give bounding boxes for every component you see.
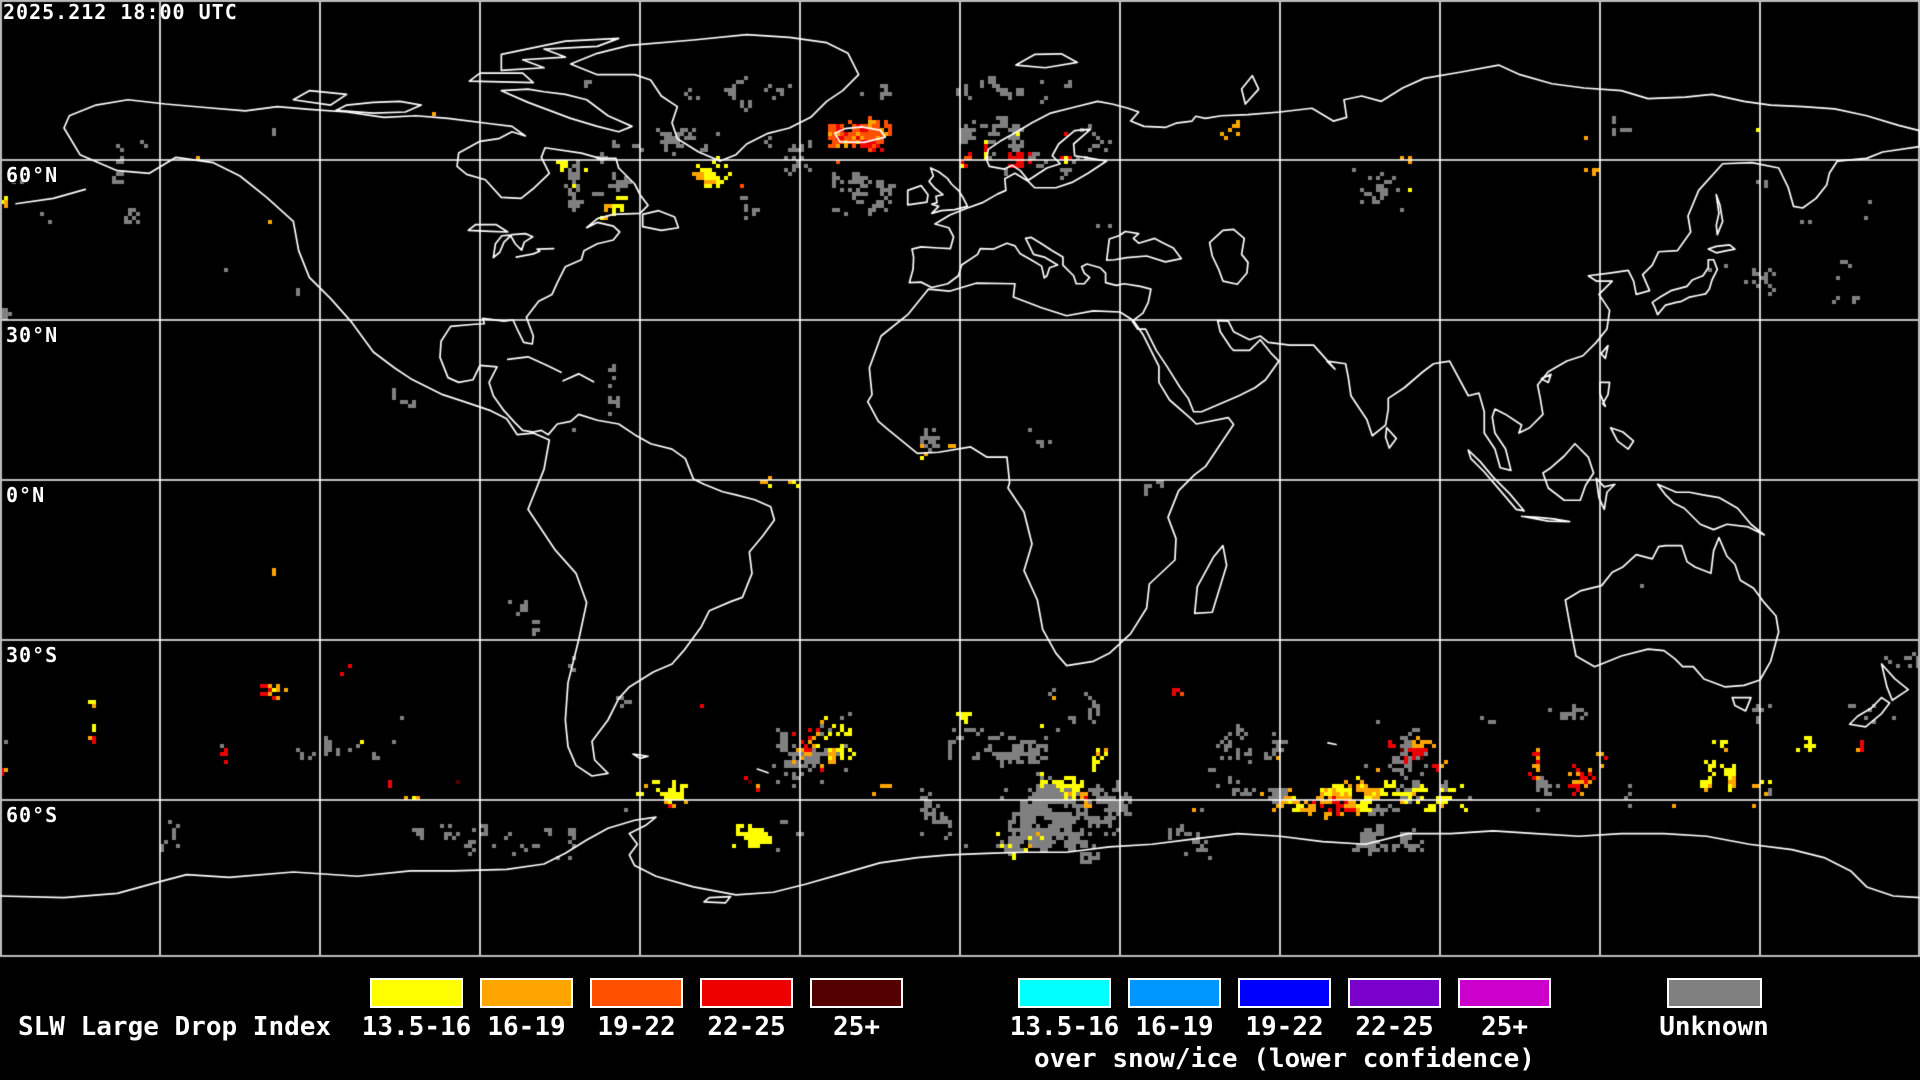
legend-swatch-normal-2: [590, 978, 683, 1008]
legend-swatch-normal-0: [370, 978, 463, 1008]
latitude-label-60N: 60°N: [6, 163, 59, 187]
legend-title: SLW Large Drop Index: [18, 1012, 332, 1042]
legend-bin-label-normal-0: 13.5-16: [361, 1012, 472, 1042]
legend-bin-label-snow-ice-1: 16-19: [1135, 1012, 1214, 1042]
latitude-label-0N: 0°N: [6, 483, 46, 507]
latitude-label-30S: 30°S: [6, 643, 59, 667]
legend-swatch-snow-ice-4: [1458, 978, 1551, 1008]
legend-swatch-snow-ice-1: [1128, 978, 1221, 1008]
timestamp: 2025.212 18:00 UTC: [3, 0, 238, 24]
legend-swatch-normal-1: [480, 978, 573, 1008]
legend-swatch-normal-4: [810, 978, 903, 1008]
legend-bin-label-normal-1: 16-19: [487, 1012, 566, 1042]
legend-bin-label-snow-ice-0: 13.5-16: [1009, 1012, 1120, 1042]
legend-bin-label-normal-4: 25+: [833, 1012, 880, 1042]
legend-bin-label-snow-ice-3: 22-25: [1355, 1012, 1434, 1042]
legend-swatch-snow-ice-3: [1348, 978, 1441, 1008]
legend-bin-label-snow-ice-4: 25+: [1481, 1012, 1528, 1042]
legend-snow-ice-caption: over snow/ice (lower confidence): [1034, 1044, 1535, 1074]
legend-swatch-normal-3: [700, 978, 793, 1008]
legend-bin-label-normal-2: 19-22: [597, 1012, 676, 1042]
legend-swatch-snow-ice-2: [1238, 978, 1331, 1008]
latitude-label-60S: 60°S: [6, 803, 59, 827]
legend-unknown-label: Unknown: [1659, 1012, 1769, 1042]
legend-swatch-snow-ice-0: [1018, 978, 1111, 1008]
legend-bin-label-snow-ice-2: 19-22: [1245, 1012, 1324, 1042]
legend-swatch-unknown: [1667, 978, 1762, 1008]
legend-bin-label-normal-3: 22-25: [707, 1012, 786, 1042]
latitude-label-30N: 30°N: [6, 323, 59, 347]
